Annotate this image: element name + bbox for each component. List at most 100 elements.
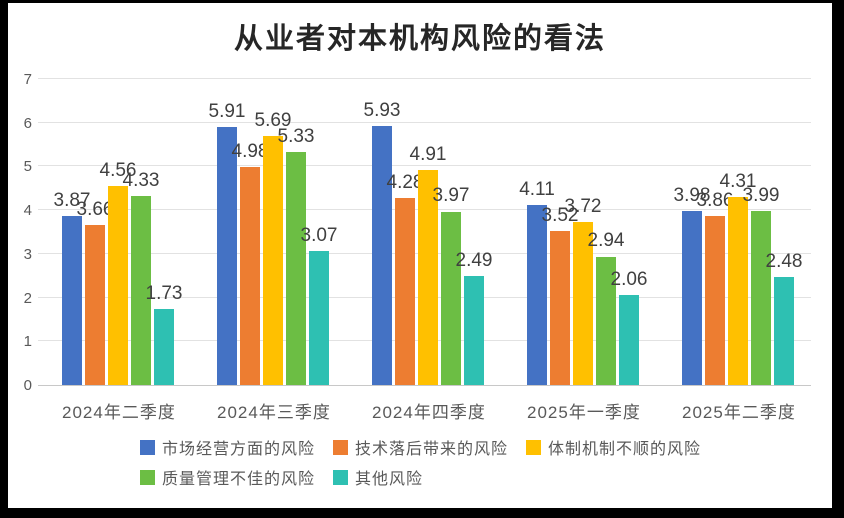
bar-group: 3.98 3.86 4.31 3.99 2.48 — [674, 79, 802, 385]
legend-item: 市场经营方面的风险 — [140, 435, 315, 459]
bar-value-label: 4.98 — [231, 141, 269, 163]
bar-value-label: 4.31 — [719, 170, 757, 192]
bar — [619, 294, 639, 385]
bar — [372, 125, 392, 385]
bar-slot: 5.69 — [255, 79, 291, 385]
bar — [527, 205, 547, 385]
bar — [596, 256, 616, 385]
bar-slot: 3.07 — [301, 79, 337, 385]
bar-value-label: 3.07 — [300, 224, 338, 246]
bar-slot: 2.49 — [456, 79, 492, 385]
legend-swatch-icon — [140, 469, 155, 485]
bar — [441, 211, 461, 385]
gridline — [38, 122, 811, 123]
legend-item: 质量管理不佳的风险 — [140, 465, 315, 489]
bar — [395, 197, 415, 385]
bar-value-label: 4.28 — [386, 171, 424, 193]
y-tick-label: 7 — [23, 71, 32, 88]
bar-slot: 3.66 — [77, 79, 113, 385]
bar-value-label: 3.99 — [742, 184, 780, 206]
legend-label: 技术落后带来的风险 — [355, 441, 509, 458]
x-category-label: 2024年三季度 — [217, 403, 331, 422]
bar — [240, 167, 260, 385]
bar — [682, 211, 702, 385]
bar — [217, 126, 237, 385]
bar — [464, 276, 484, 385]
bar-slot: 4.33 — [123, 79, 159, 385]
x-category-label: 2025年一季度 — [527, 403, 641, 422]
y-tick-label: 2 — [23, 290, 32, 307]
bar-group: 5.93 4.28 4.91 3.97 2.49 — [364, 79, 492, 385]
bar — [108, 185, 128, 385]
bar-slot: 5.33 — [278, 79, 314, 385]
legend-label: 其他风险 — [355, 471, 424, 488]
bar-slot: 4.91 — [410, 79, 446, 385]
x-category-label: 2024年四季度 — [372, 403, 486, 422]
bar-slot: 1.73 — [146, 79, 182, 385]
bar — [131, 195, 151, 385]
y-tick-label: 1 — [23, 333, 32, 350]
bar-group: 3.87 3.66 4.56 4.33 1.73 — [54, 79, 182, 385]
bar-group: 4.11 3.52 3.72 2.94 2.06 — [519, 79, 647, 385]
bar-value-label: 2.94 — [587, 230, 625, 252]
bar-slot: 3.86 — [697, 79, 733, 385]
chart-canvas: 从业者对本机构风险的看法 3.87 3.66 4.56 4.33 1.73 5.91 4.9… — [8, 3, 832, 508]
bar-value-label: 4.56 — [99, 159, 137, 181]
bar-value-label: 3.98 — [673, 185, 711, 207]
legend-label: 体制机制不顺的风险 — [548, 441, 702, 458]
bar-value-label: 1.73 — [145, 283, 183, 305]
bar — [418, 170, 438, 385]
plot-area: 3.87 3.66 4.56 4.33 1.73 5.91 4.98 5.69 5.33 3.07… — [38, 78, 811, 386]
bar-slot: 3.87 — [54, 79, 90, 385]
bar-value-label: 4.11 — [519, 179, 555, 201]
bar-slot: 2.48 — [766, 79, 802, 385]
bar-value-label: 3.86 — [696, 190, 734, 212]
bar — [154, 309, 174, 385]
legend-item: 体制机制不顺的风险 — [526, 435, 701, 459]
bar — [263, 136, 283, 385]
bar-slot: 3.98 — [674, 79, 710, 385]
legend-swatch-icon — [333, 439, 349, 455]
bar — [309, 250, 329, 385]
bar — [573, 222, 593, 385]
bar-value-label: 5.69 — [254, 110, 292, 132]
bar — [62, 215, 82, 385]
gridline — [38, 78, 811, 79]
bar — [751, 210, 771, 385]
bar-value-label: 3.66 — [76, 199, 114, 221]
bar-slot: 3.99 — [743, 79, 779, 385]
legend-swatch-icon — [333, 469, 349, 485]
bar-slot: 3.97 — [433, 79, 469, 385]
x-category-label: 2024年二季度 — [62, 403, 176, 422]
bar — [85, 225, 105, 385]
bar-group: 5.91 4.98 5.69 5.33 3.07 — [209, 79, 337, 385]
legend-row: 质量管理不佳的风险 其他风险 — [140, 465, 424, 489]
y-tick-label: 3 — [23, 246, 32, 263]
bar-slot: 4.11 — [519, 79, 555, 385]
bar-slot: 4.31 — [720, 79, 756, 385]
bar — [774, 276, 794, 385]
bar-value-label: 3.97 — [432, 185, 470, 207]
chart-title: 从业者对本机构风险的看法 — [233, 21, 606, 55]
bar-slot: 4.98 — [232, 79, 268, 385]
bar — [550, 231, 570, 385]
bar-value-label: 3.72 — [564, 196, 602, 218]
y-tick-label: 5 — [23, 158, 32, 175]
bar-slot: 4.28 — [387, 79, 423, 385]
bar-slot: 3.72 — [565, 79, 601, 385]
y-tick-label: 6 — [23, 115, 32, 132]
bar-slot: 4.56 — [100, 79, 136, 385]
bar-value-label: 5.93 — [363, 99, 401, 121]
bar-value-label: 2.48 — [765, 250, 803, 272]
bar-value-label: 3.87 — [53, 189, 91, 211]
y-tick-label: 0 — [23, 377, 32, 394]
bar — [286, 152, 306, 385]
bar-value-label: 4.91 — [409, 144, 447, 166]
bar-slot: 2.94 — [588, 79, 624, 385]
bar-slot: 3.52 — [542, 79, 578, 385]
y-tick-label: 4 — [23, 202, 32, 219]
bar-value-label: 5.33 — [277, 126, 315, 148]
bar-slot: 5.91 — [209, 79, 245, 385]
legend-item: 技术落后带来的风险 — [333, 435, 508, 459]
